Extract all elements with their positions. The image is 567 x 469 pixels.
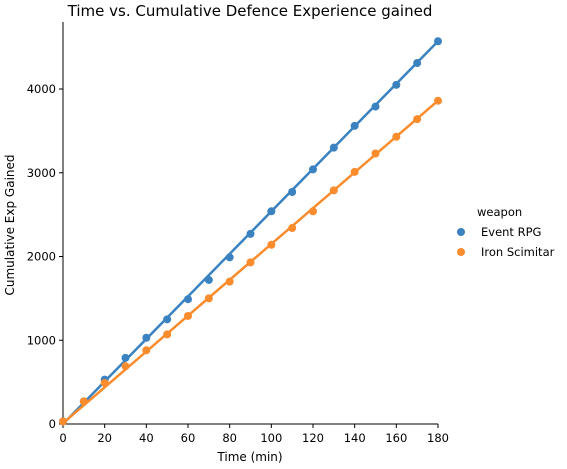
series-point bbox=[246, 258, 255, 267]
y-tick-label: 0 bbox=[49, 417, 56, 431]
series-point bbox=[225, 253, 234, 262]
x-tick-label: 100 bbox=[260, 431, 282, 445]
y-tick-label: 4000 bbox=[27, 82, 56, 96]
y-tick-label: 3000 bbox=[27, 166, 56, 180]
series-point bbox=[121, 353, 130, 362]
series-point bbox=[434, 37, 442, 46]
series-point bbox=[288, 188, 297, 197]
series-point bbox=[79, 397, 88, 406]
chart-title: Time vs. Cumulative Defence Experience g… bbox=[67, 2, 433, 20]
series-point bbox=[184, 295, 192, 304]
series-point bbox=[204, 275, 213, 284]
x-tick-label: 120 bbox=[302, 431, 324, 445]
series-point bbox=[329, 143, 338, 152]
legend: weapon Event RPG Iron Scimitar bbox=[457, 205, 555, 259]
series-point bbox=[413, 59, 422, 68]
legend-marker bbox=[457, 248, 465, 256]
series-point bbox=[100, 378, 109, 387]
y-tick-label: 1000 bbox=[27, 333, 56, 347]
series-point bbox=[246, 229, 255, 238]
series-point bbox=[329, 186, 338, 195]
x-tick-label: 40 bbox=[139, 431, 154, 445]
series-point bbox=[267, 240, 276, 249]
legend-title: weapon bbox=[477, 205, 522, 219]
legend-marker bbox=[457, 228, 465, 236]
y-tick-label: 2000 bbox=[27, 250, 56, 264]
series-point bbox=[59, 417, 67, 426]
series-point bbox=[350, 167, 359, 176]
legend-label: Iron Scimitar bbox=[481, 245, 555, 259]
series-point bbox=[204, 294, 213, 303]
series-point bbox=[371, 149, 380, 158]
legend-label: Event RPG bbox=[481, 225, 541, 239]
y-axis-label: Cumulative Exp Gained bbox=[3, 154, 17, 295]
x-tick-label: 180 bbox=[427, 431, 449, 445]
x-tick-label: 160 bbox=[385, 431, 407, 445]
series-point bbox=[371, 102, 380, 111]
x-axis-label: Time (min) bbox=[216, 450, 282, 464]
x-tick-label: 80 bbox=[222, 431, 237, 445]
series-point bbox=[288, 224, 297, 233]
series-point bbox=[163, 330, 172, 339]
axes: 0 20 40 60 80 100 120 140 160 180 0 1000 2000 3000 400… bbox=[27, 22, 449, 445]
x-tick-label: 60 bbox=[181, 431, 196, 445]
plot-area bbox=[59, 37, 442, 426]
series-point bbox=[142, 346, 151, 355]
series-point bbox=[267, 207, 276, 216]
series-point bbox=[163, 315, 172, 324]
x-tick-label: 140 bbox=[344, 431, 366, 445]
series-point bbox=[350, 121, 359, 130]
x-tick-label: 20 bbox=[97, 431, 112, 445]
series-point bbox=[142, 333, 151, 342]
series-point bbox=[309, 207, 317, 216]
series-point bbox=[184, 311, 192, 320]
series-point bbox=[225, 277, 234, 286]
series-point bbox=[413, 115, 422, 124]
series-point bbox=[392, 132, 401, 141]
series-point bbox=[309, 165, 317, 174]
series-point bbox=[392, 80, 401, 89]
series-point bbox=[434, 96, 442, 105]
x-tick-label: 0 bbox=[59, 431, 66, 445]
series-point bbox=[121, 362, 130, 371]
